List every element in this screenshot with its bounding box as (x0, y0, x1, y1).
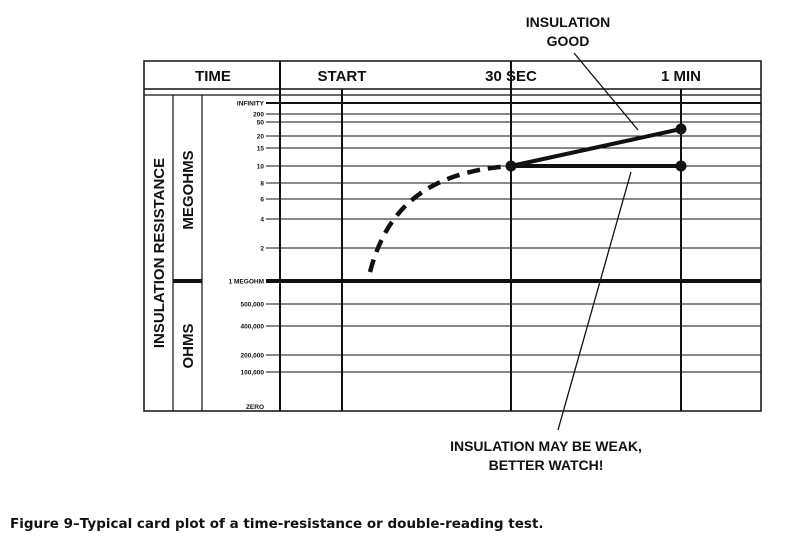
megohms-label: MEGOHMS (180, 150, 197, 229)
good-leader-line (573, 52, 639, 131)
weak-annotation-line-1: INSULATION MAY BE WEAK, (450, 438, 642, 454)
scale-tick-label: INFINITY (237, 101, 265, 108)
good-annotation-line-1: INSULATION (526, 14, 611, 30)
grid-lines (266, 102, 761, 373)
scale-tick-label: 100,000 (241, 370, 265, 377)
scale-tick-label: 6 (260, 197, 264, 204)
scale-tick-label: 4 (260, 217, 264, 224)
dashed-curve (367, 163, 512, 273)
scale-tick-label: 200 (253, 112, 264, 119)
scale-tick-label: ZERO (246, 404, 264, 411)
scale-tick-label: 400,000 (241, 324, 265, 331)
time-header: TIME (195, 68, 231, 85)
weak-leader-line (557, 171, 632, 431)
good-annotation-line-2: GOOD (547, 33, 590, 49)
ohms-label: OHMS (180, 324, 197, 369)
insulation-resistance-label: INSULATION RESISTANCE (151, 158, 168, 348)
scale-tick-label: 200,000 (241, 353, 265, 360)
scale-tick-label: 1 MEGOHM (229, 279, 264, 286)
one-min-good-point (675, 123, 687, 135)
thirty-sec-point (505, 160, 517, 172)
thirty-sec-header: 30 SEC (485, 68, 537, 85)
figure-caption: Figure 9–Typical card plot of a time-res… (10, 516, 544, 532)
scale-tick-label: 20 (257, 134, 265, 141)
scale-tick-label: 50 (257, 120, 265, 127)
one-min-weak-point (675, 160, 687, 172)
start-header: START (318, 68, 367, 85)
weak-annotation-line-2: BETTER WATCH! (489, 457, 604, 473)
scale-labels: INFINITY 200 50 20 15 10 8 6 4 2 1 MEGOH… (229, 101, 265, 412)
scale-tick-label: 500,000 (241, 302, 265, 309)
chart-frame (143, 60, 762, 412)
one-min-header: 1 MIN (661, 68, 701, 85)
scale-tick-label: 2 (260, 246, 264, 253)
scale-tick-label: 8 (260, 181, 264, 188)
good-reading-line (510, 127, 682, 168)
scale-tick-label: 15 (257, 146, 265, 153)
scale-tick-label: 10 (257, 164, 265, 171)
